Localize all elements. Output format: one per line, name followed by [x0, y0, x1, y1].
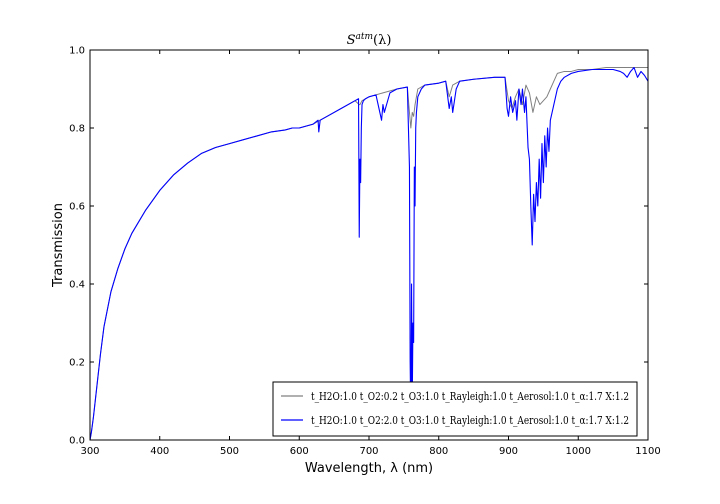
chart-title-superscript: atm — [355, 32, 373, 42]
x-tick-label: 900 — [499, 446, 518, 457]
chart-legend: t_H2O:1.0 t_O2:0.2 t_O3:1.0 t_Rayleigh:1… — [272, 381, 638, 437]
y-tick-label: 0.6 — [69, 202, 85, 213]
x-axis-label: Wavelength, λ (nm) — [305, 461, 433, 476]
x-tick-label: 600 — [290, 446, 309, 457]
x-tick-label: 400 — [150, 446, 169, 457]
y-axis-label: Transmission — [51, 203, 66, 288]
y-tick-label: 1.0 — [69, 46, 85, 57]
x-tick-label: 500 — [220, 446, 239, 457]
x-axis-ticks: 300 400 500 600 700 800 900 1000 1100 — [80, 50, 661, 457]
chart-title-base: S — [347, 33, 356, 48]
series-layer — [89, 67, 649, 441]
y-tick-label: 0.4 — [69, 280, 85, 291]
legend-label-1: t_H2O:1.0 t_O2:2.0 t_O3:1.0 t_Rayleigh:1… — [311, 414, 629, 427]
y-tick-label: 0.8 — [69, 124, 85, 135]
chart-title-argument: (λ) — [373, 33, 391, 48]
y-tick-label: 0.2 — [69, 358, 85, 369]
legend-label-0: t_H2O:1.0 t_O2:0.2 t_O3:1.0 t_Rayleigh:1… — [311, 390, 629, 403]
y-tick-label: 0.0 — [69, 436, 85, 447]
legend-items: t_H2O:1.0 t_O2:0.2 t_O3:1.0 t_Rayleigh:1… — [281, 390, 629, 427]
x-tick-label: 1000 — [566, 446, 591, 457]
x-tick-label: 1100 — [635, 446, 660, 457]
x-tick-label: 800 — [429, 446, 448, 457]
chart-title: Satm(λ) — [347, 32, 392, 48]
x-tick-label: 700 — [359, 446, 378, 457]
y-axis-ticks: 0.0 0.2 0.4 0.6 0.8 1.0 — [69, 46, 648, 447]
x-tick-label: 300 — [80, 446, 99, 457]
series-line-1 — [89, 67, 649, 441]
legend-box — [272, 381, 638, 437]
chart-title-text: Satm(λ) — [347, 32, 392, 48]
